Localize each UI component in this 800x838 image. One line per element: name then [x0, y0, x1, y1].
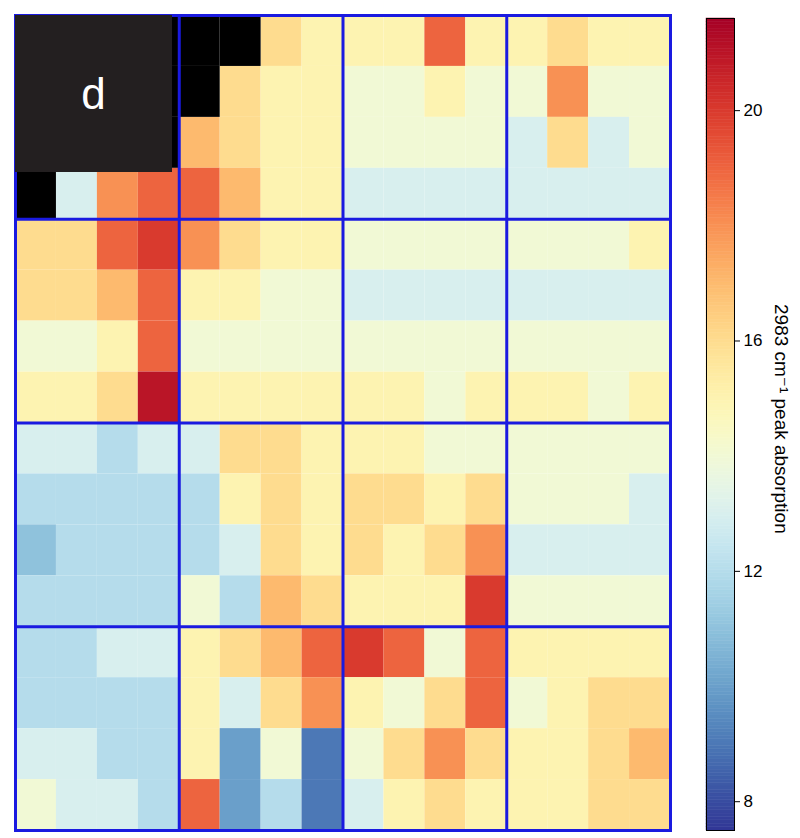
html-text:d: d	[81, 68, 106, 118]
svg-text:20: 20	[744, 101, 763, 120]
svg-text:16: 16	[744, 331, 763, 350]
svg-text:8: 8	[744, 792, 753, 811]
html-text:2983 cm⁻¹ peak absorption: 2983 cm⁻¹ peak absorption	[771, 304, 792, 534]
svg-text:12: 12	[744, 562, 763, 581]
